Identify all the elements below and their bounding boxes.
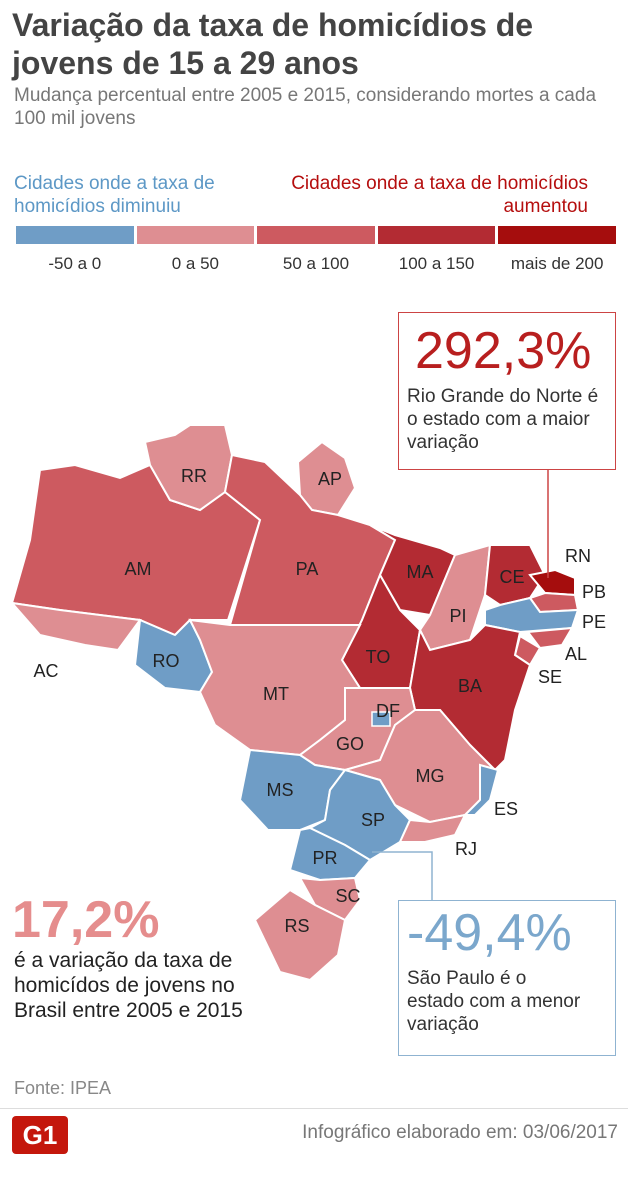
label-pr: PR bbox=[312, 848, 337, 868]
legend-color-bar bbox=[16, 226, 616, 244]
label-sc: SC bbox=[335, 886, 360, 906]
legend-range-label: 0 a 50 bbox=[171, 254, 220, 273]
state-df[interactable] bbox=[371, 711, 391, 727]
footer-credit: Infográfico elaborado em: 03/06/2017 bbox=[302, 1122, 618, 1143]
label-es: ES bbox=[494, 799, 518, 819]
label-pb: PB bbox=[582, 582, 606, 602]
state-rn[interactable] bbox=[528, 568, 576, 597]
state-es[interactable] bbox=[462, 763, 500, 816]
label-am: AM bbox=[125, 559, 152, 579]
legend-swatch-4 bbox=[377, 226, 496, 244]
label-ba: BA bbox=[458, 676, 482, 696]
label-df: DF bbox=[376, 701, 400, 721]
state-pr[interactable] bbox=[288, 826, 372, 882]
brazil-map: RR AP AM PA MA CE RN PB PE AL SE PI TO B… bbox=[9, 424, 606, 980]
label-pi: PI bbox=[449, 606, 466, 626]
state-rs[interactable] bbox=[253, 888, 347, 980]
state-al[interactable] bbox=[526, 626, 574, 650]
label-to: TO bbox=[366, 647, 391, 667]
label-rn: RN bbox=[565, 546, 591, 566]
label-go: GO bbox=[336, 734, 364, 754]
label-rr: RR bbox=[181, 466, 207, 486]
state-ac[interactable] bbox=[9, 601, 142, 652]
label-ms: MS bbox=[267, 780, 294, 800]
legend-ranges: -50 a 0 0 a 50 50 a 100 100 a 150 mais d… bbox=[16, 254, 616, 274]
legend-swatch-1 bbox=[16, 226, 134, 244]
footer-divider bbox=[0, 1108, 628, 1109]
label-pe: PE bbox=[582, 612, 606, 632]
label-ma: MA bbox=[407, 562, 434, 582]
callout-max-text: Rio Grande do Norte é o estado com a mai… bbox=[407, 386, 599, 453]
label-ro: RO bbox=[153, 651, 180, 671]
legend-swatch-5 bbox=[498, 226, 616, 244]
label-pa: PA bbox=[296, 559, 319, 579]
label-mt: MT bbox=[263, 684, 289, 704]
source-note: Fonte: IPEA bbox=[14, 1078, 112, 1098]
page-title: Variação da taxa de homicídios de jovens… bbox=[12, 7, 534, 81]
legend-decrease-label: Cidades onde a taxa de homicídios diminu… bbox=[14, 173, 215, 217]
legend-range-label: 100 a 150 bbox=[398, 254, 475, 273]
state-rj[interactable] bbox=[398, 813, 467, 843]
label-ce: CE bbox=[499, 567, 524, 587]
callout-max-value: 292,3% bbox=[415, 322, 592, 380]
callout-max: 292,3% Rio Grande do Norte é o estado co… bbox=[398, 312, 616, 470]
label-mg: MG bbox=[416, 766, 445, 786]
label-ap: AP bbox=[318, 469, 342, 489]
label-se: SE bbox=[538, 667, 562, 687]
brazil-variation-text: é a variação da taxa de homicídos de jov… bbox=[14, 949, 243, 1022]
legend-range-label: 50 a 100 bbox=[282, 254, 350, 273]
label-rj: RJ bbox=[455, 839, 477, 859]
g1-logo: G1 bbox=[12, 1116, 68, 1154]
legend-swatch-2 bbox=[136, 226, 255, 244]
callout-min-leader bbox=[372, 851, 433, 900]
label-rs: RS bbox=[284, 916, 309, 936]
legend-range-label: mais de 200 bbox=[510, 254, 604, 273]
callout-min-text: São Paulo é o estado com a menor variaçã… bbox=[407, 968, 581, 1035]
legend-range-label: -50 a 0 bbox=[48, 254, 102, 273]
legend-increase-label: Cidades onde a taxa de homicídios aument… bbox=[291, 173, 588, 217]
legend-swatch-3 bbox=[257, 226, 375, 244]
brazil-variation-value: 17,2% bbox=[12, 891, 160, 949]
label-al: AL bbox=[565, 644, 587, 664]
callout-min: -49,4% São Paulo é o estado com a menor … bbox=[398, 900, 616, 1056]
label-sp: SP bbox=[361, 810, 385, 830]
page-subtitle: Mudança percentual entre 2005 e 2015, co… bbox=[14, 85, 597, 129]
label-ac: AC bbox=[33, 661, 58, 681]
callout-min-value: -49,4% bbox=[407, 904, 572, 962]
